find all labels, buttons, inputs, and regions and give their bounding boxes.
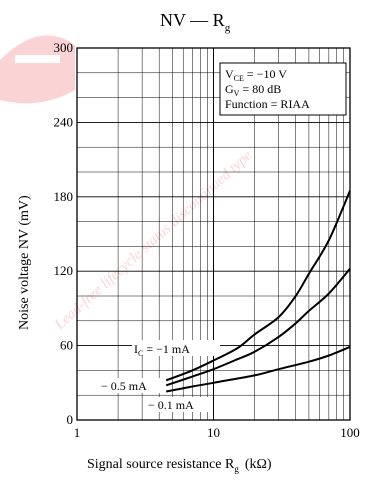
chart-title: NV — Rg	[160, 10, 231, 34]
series-label-0-5ma: − 0.5 mA	[101, 379, 147, 393]
series-line-ic-0-1ma	[166, 345, 351, 393]
y-tick-label: 0	[67, 412, 74, 427]
x-tick-label: 100	[340, 425, 360, 440]
function-condition: Function = RIAA	[225, 97, 310, 111]
x-tick-label: 10	[207, 425, 220, 440]
x-axis-title: Signal source resistance Rg (kΩ)	[87, 457, 272, 474]
y-tick-label: 240	[54, 114, 74, 129]
series-line-ic-0-5ma	[165, 268, 351, 387]
svg-text:Lead-free lifecycle status dis: Lead-free lifecycle status discontinued …	[51, 147, 255, 333]
watermark: Lead-free lifecycle status discontinued …	[0, 35, 256, 334]
tick-labels: 0 60 120 180 240 300 1 10 100	[54, 40, 360, 440]
y-tick-label: 120	[54, 263, 74, 278]
vce-condition: VCE = −10 V	[225, 67, 287, 83]
y-tick-label: 60	[60, 338, 73, 353]
gv-condition: GV = 80 dB	[225, 82, 281, 98]
y-tick-label: 300	[54, 40, 74, 55]
series-label-1ma: IC = −1 mA	[134, 342, 190, 358]
y-tick-label: 180	[54, 189, 74, 204]
series-labels: IC = −1 mA − 0.5 mA − 0.1 mA	[98, 340, 220, 412]
plot-frame	[76, 47, 351, 421]
conditions-box: VCE = −10 V GV = 80 dB Function = RIAA	[219, 62, 347, 116]
series-line-ic-1ma	[165, 190, 351, 382]
series-label-0-1ma: − 0.1 mA	[148, 398, 194, 412]
series-lines	[165, 190, 351, 393]
y-axis-title: Noise voltage NV (mV)	[17, 195, 32, 330]
x-tick-label: 1	[74, 425, 81, 440]
